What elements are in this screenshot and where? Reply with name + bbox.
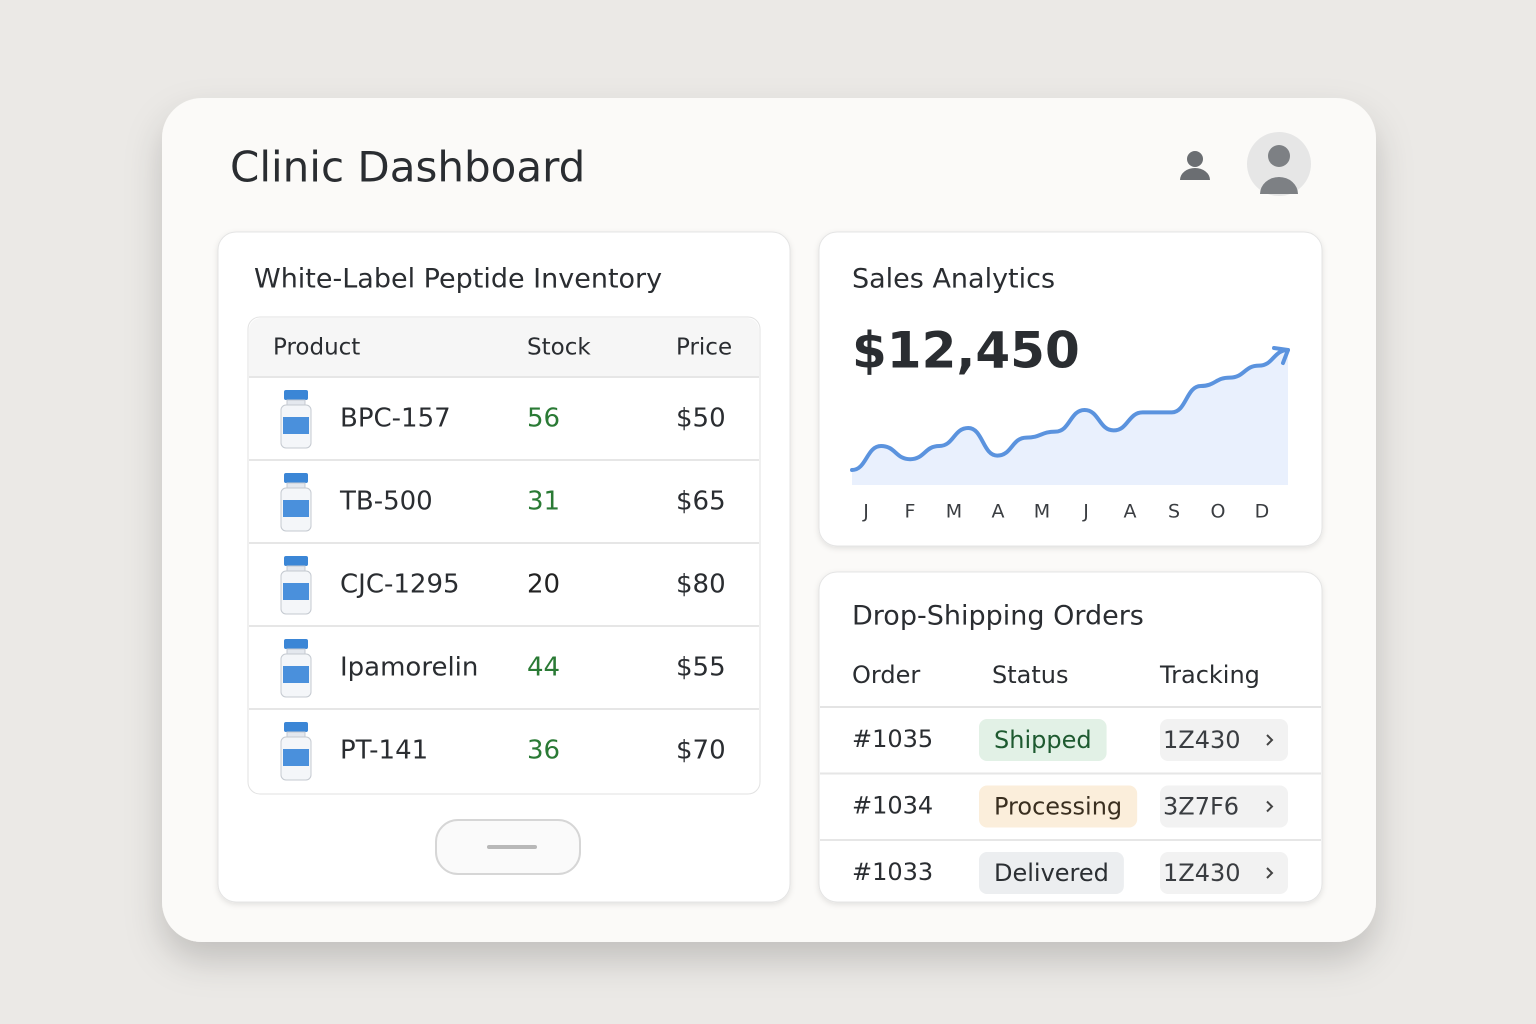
- order-id: #1034: [852, 792, 933, 820]
- trend-area: [852, 350, 1288, 485]
- user-icon[interactable]: [1180, 151, 1210, 180]
- month-label: A: [992, 501, 1005, 523]
- orders-title: Drop-Shipping Orders: [852, 601, 1144, 632]
- column-header: Price: [676, 335, 732, 361]
- product-name: PT-141: [340, 736, 428, 766]
- price: $50: [676, 404, 726, 434]
- column-header: Stock: [527, 335, 591, 361]
- stock: 44: [527, 653, 560, 683]
- month-label: O: [1211, 501, 1226, 523]
- product-name: Ipamorelin: [340, 653, 478, 683]
- vial-icon: [280, 639, 312, 698]
- price: $65: [676, 487, 726, 517]
- tracking: 1Z430: [1163, 726, 1241, 754]
- order-id: #1033: [852, 858, 933, 886]
- column-header: Tracking: [1159, 661, 1260, 689]
- order-id: #1035: [852, 725, 933, 753]
- tracking: 3Z7F6: [1163, 793, 1239, 821]
- product-name: BPC-157: [340, 404, 451, 434]
- vial-cap: [284, 556, 308, 566]
- chevron: [1266, 734, 1274, 746]
- status: Processing: [994, 793, 1122, 821]
- stock: 56: [527, 404, 560, 434]
- price: $70: [676, 736, 726, 766]
- avatar[interactable]: [1247, 132, 1311, 196]
- chevron: [1266, 867, 1274, 879]
- inventory-table: [247, 316, 761, 795]
- sales-total: $12,450: [852, 322, 1080, 380]
- product-name: TB-500: [339, 487, 433, 517]
- month-label: D: [1255, 501, 1270, 523]
- vial-icon: [280, 473, 312, 532]
- status: Delivered: [994, 859, 1109, 887]
- vial-label: [283, 500, 309, 517]
- vial-label: [283, 417, 309, 434]
- product-name: CJC-1295: [340, 570, 460, 600]
- tracking-pill[interactable]: [1160, 852, 1288, 894]
- stock: 20: [527, 570, 560, 600]
- month-label: A: [1124, 501, 1137, 523]
- vial-label: [283, 666, 309, 683]
- vial-cap: [284, 390, 308, 400]
- month-label: S: [1168, 501, 1180, 523]
- vial-label: [283, 583, 309, 600]
- price: $80: [676, 570, 726, 600]
- month-label: M: [1034, 501, 1050, 523]
- month-label: F: [905, 501, 916, 523]
- status: Shipped: [994, 726, 1092, 754]
- column-header: Order: [852, 661, 920, 689]
- column-header: Status: [992, 661, 1068, 689]
- chevron: [1266, 800, 1274, 813]
- status-badge: [979, 785, 1138, 828]
- stock: 31: [527, 487, 560, 517]
- stock: 36: [527, 736, 560, 766]
- vial-cap: [284, 639, 308, 649]
- status-badge: [979, 719, 1107, 761]
- month-label: J: [1082, 501, 1089, 523]
- trend-line: [850, 348, 1290, 472]
- vial-icon: [280, 556, 312, 615]
- table-header-bg: [249, 318, 759, 377]
- vial-icon: [280, 722, 312, 781]
- vial-cap: [284, 473, 308, 483]
- status-badge: [979, 852, 1124, 894]
- inventory-title: White-Label Peptide Inventory: [254, 264, 662, 295]
- sales-title: Sales Analytics: [852, 264, 1055, 295]
- vial-cap: [284, 722, 308, 732]
- price: $55: [676, 653, 726, 683]
- tracking-pill[interactable]: [1160, 719, 1288, 761]
- page-title: Clinic Dashboard: [230, 143, 585, 192]
- month-label: M: [946, 501, 962, 523]
- month-label: J: [862, 501, 869, 523]
- vial-icon: [280, 390, 312, 449]
- trend-arrow: [1272, 346, 1290, 365]
- column-header: Product: [273, 335, 360, 361]
- tracking: 1Z430: [1163, 859, 1241, 887]
- vial-label: [283, 749, 309, 766]
- tracking-pill[interactable]: [1160, 785, 1288, 828]
